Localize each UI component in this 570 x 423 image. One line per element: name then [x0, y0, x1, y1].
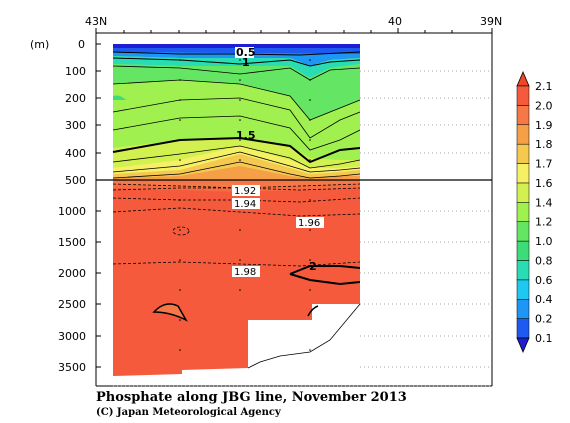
colorbar-label: 0.6 [535, 274, 553, 287]
colorbar-label: 1.9 [535, 119, 553, 132]
colorbar-swatch [516, 124, 530, 145]
colorbar-swatch [516, 260, 530, 281]
colorbar-tip-bottom [516, 337, 530, 354]
y-tick-0: 0 [78, 38, 85, 51]
colorbar-label: 1.0 [535, 235, 553, 248]
contour-label-1: 1 [242, 56, 250, 69]
y-tick-3000: 3000 [58, 330, 86, 343]
colorbar-label: 2.0 [535, 99, 553, 112]
colorbar-swatch [516, 240, 530, 261]
chart-title: Phosphate along JBG line, November 2013 [96, 390, 407, 405]
colorbar-label: 1.2 [535, 216, 553, 229]
colorbar-swatch [516, 105, 530, 126]
colorbar-label: 1.7 [535, 158, 553, 171]
colorbar-label: 1.8 [535, 138, 553, 151]
y-tick-500: 500 [65, 174, 86, 187]
colorbar-label: 0.4 [535, 293, 553, 306]
y-tick-200: 200 [65, 92, 86, 105]
y-tick-1000: 1000 [58, 205, 86, 218]
contour-label-1-98: 1.98 [234, 267, 256, 278]
colorbar-label: 1.6 [535, 177, 553, 190]
top-label-39n: 39N [480, 15, 502, 28]
y-tick-400: 400 [65, 147, 86, 160]
top-label-40: 40 [388, 15, 402, 28]
upper-panel-axis: 0 100 200 300 400 500 [65, 33, 493, 187]
y-tick-100: 100 [65, 65, 86, 78]
colorbar-swatch [516, 143, 530, 164]
contour-label-1-96: 1.96 [298, 218, 320, 229]
colorbar-label: 0.2 [535, 313, 553, 326]
lower-panel-field: 1.92 1.94 1.96 1.98 2 [112, 180, 361, 376]
lower-panel-axis: 1000 1500 2000 2500 3000 3500 [58, 179, 493, 387]
colorbar-swatch [516, 318, 530, 339]
colorbar-tip-top [516, 70, 530, 87]
colorbar-swatch [516, 163, 530, 184]
contour-label-2: 2 [309, 260, 317, 273]
y-tick-3500: 3500 [58, 361, 86, 374]
colorbar-label: 0.8 [535, 254, 553, 267]
colorbar-swatch [516, 298, 530, 319]
colorbar-swatch [516, 202, 530, 222]
top-label-43n: 43N [85, 15, 107, 28]
contour-label-1-92: 1.92 [234, 186, 256, 197]
contour-label-1-94: 1.94 [234, 199, 256, 210]
colorbar-label: 0.1 [535, 332, 553, 345]
contour-label-1-5: 1.5 [236, 129, 256, 142]
colorbar-swatch [516, 279, 530, 300]
colorbar-label: 2.1 [535, 80, 553, 93]
y-tick-1500: 1500 [58, 236, 86, 249]
y-tick-2000: 2000 [58, 267, 86, 280]
colorbar-swatch [516, 85, 530, 106]
y-tick-2500: 2500 [58, 298, 86, 311]
contour-label-0-5: 0.5 [236, 46, 256, 59]
y-tick-300: 300 [65, 119, 86, 132]
top-axis: 43N 40 39N [85, 15, 502, 34]
upper-panel-field: 0.5 1 1.5 [112, 44, 361, 180]
colorbar-swatch [516, 221, 530, 242]
colorbar-swatch [516, 182, 530, 203]
y-axis-unit: (m) [30, 38, 49, 51]
colorbar: 0.1 0.2 0.4 0.6 0.8 1.0 1.2 1.4 1.6 1.7 1.8 1.9 2.0 2… [516, 70, 553, 354]
chart-credit: (C) Japan Meteorological Agency [96, 407, 282, 418]
colorbar-label: 1.4 [535, 196, 553, 209]
